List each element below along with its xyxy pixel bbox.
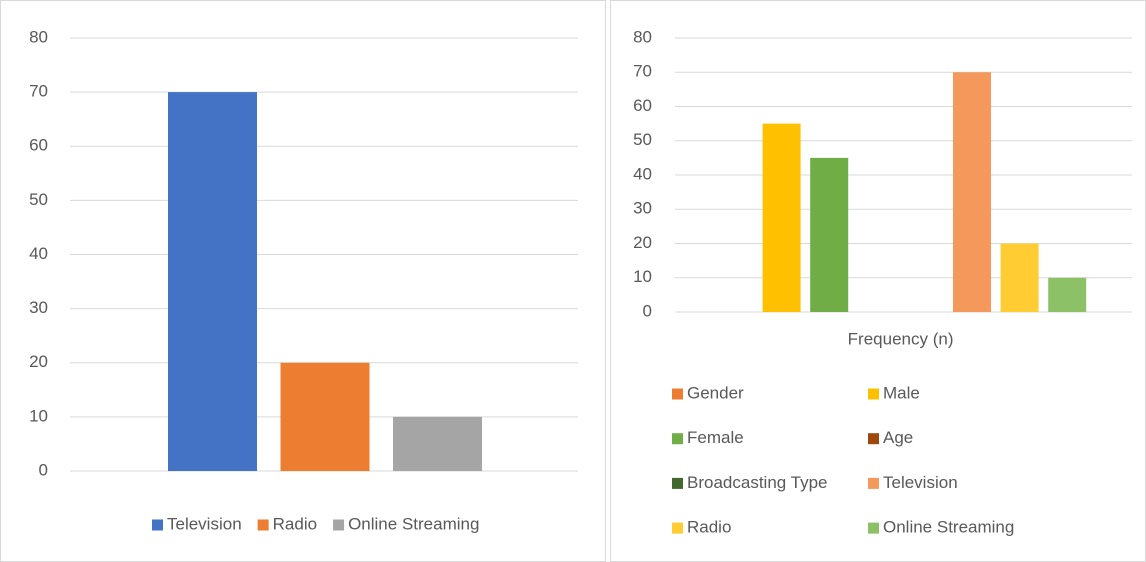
legend-label: Male <box>883 383 920 402</box>
legend-marker <box>868 477 879 489</box>
bar <box>953 72 991 312</box>
legend-marker <box>868 522 879 534</box>
legend-marker <box>672 522 683 534</box>
y-tick-label: 30 <box>633 199 652 218</box>
y-tick-label: 50 <box>633 130 652 149</box>
y-tick-label: 0 <box>643 301 652 320</box>
legend-label: Female <box>687 428 744 447</box>
bar <box>168 92 257 471</box>
y-tick-label: 40 <box>633 164 652 183</box>
legend-label: Online Streaming <box>348 514 479 533</box>
y-tick-label: 20 <box>633 233 652 252</box>
y-tick-label: 40 <box>29 244 48 263</box>
y-tick-label: 80 <box>633 27 652 46</box>
y-tick-label: 10 <box>633 267 652 286</box>
legend-marker <box>868 388 879 400</box>
bar <box>393 416 482 471</box>
legend-label: Broadcasting Type <box>687 473 828 492</box>
legend-marker <box>672 388 683 400</box>
y-tick-label: 50 <box>29 190 48 209</box>
legend-label: Radio <box>273 514 317 533</box>
bar <box>1000 243 1039 312</box>
legend-marker <box>672 433 683 445</box>
y-tick-label: 70 <box>29 82 48 101</box>
legend-marker <box>672 477 683 489</box>
legend-marker <box>152 519 163 531</box>
y-tick-label: 60 <box>633 96 652 115</box>
legend-marker <box>868 433 879 445</box>
legend-label: Radio <box>687 518 731 537</box>
y-tick-label: 80 <box>29 27 48 46</box>
y-tick-label: 70 <box>633 62 652 81</box>
bar <box>1048 277 1087 312</box>
legend-label: Gender <box>687 383 744 402</box>
bar <box>280 362 370 471</box>
y-tick-label: 20 <box>29 352 48 371</box>
bar <box>762 123 801 312</box>
legend-marker <box>257 519 269 531</box>
y-tick-label: 60 <box>29 136 48 155</box>
bar <box>810 157 849 312</box>
chart-frame <box>0 0 606 562</box>
legend-label: Television <box>167 514 242 533</box>
y-tick-label: 10 <box>29 406 48 425</box>
y-tick-label: 0 <box>39 460 48 479</box>
legend-label: Age <box>883 428 913 447</box>
y-tick-label: 30 <box>29 298 48 317</box>
legend-label: Television <box>883 473 958 492</box>
legend-label: Online Streaming <box>883 518 1014 537</box>
legend-marker <box>333 519 345 531</box>
x-tick-label: Frequency (n) <box>848 329 954 348</box>
